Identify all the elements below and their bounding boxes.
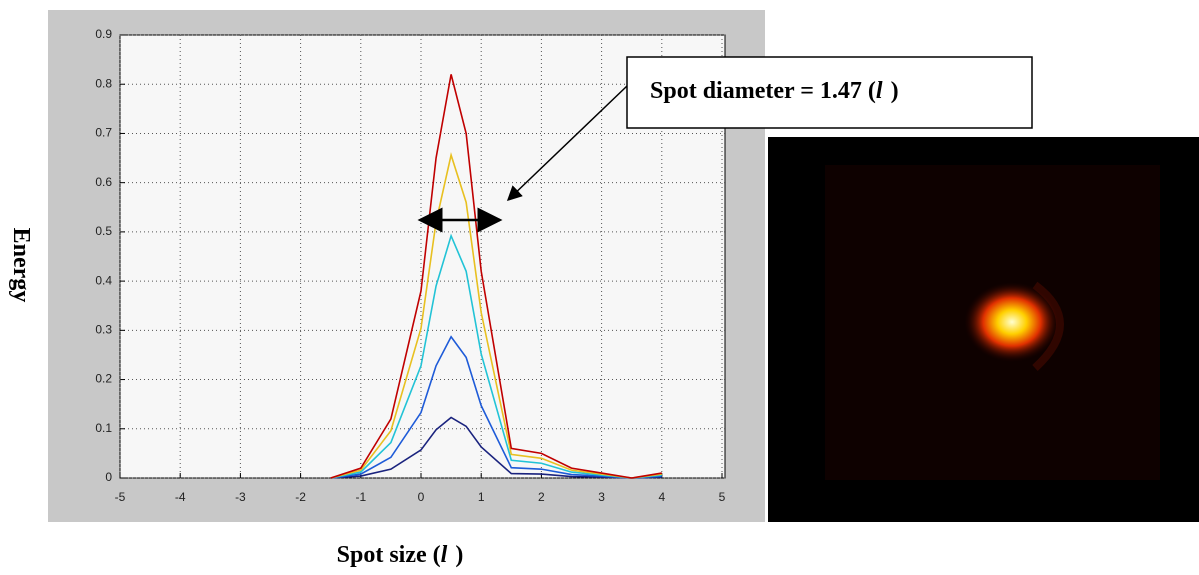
x-tick-label: 2 bbox=[538, 490, 545, 504]
y-tick-label: 0.4 bbox=[95, 273, 112, 287]
x-axis-label: Spot size (l) bbox=[337, 542, 464, 568]
y-tick-label: 0.3 bbox=[95, 323, 112, 337]
y-axis-label: Energy bbox=[8, 228, 34, 303]
y-tick-label: 0.2 bbox=[95, 372, 112, 386]
y-tick-label: 0.8 bbox=[95, 76, 112, 90]
x-label-text: ) bbox=[455, 542, 463, 568]
x-tick-label: 3 bbox=[598, 490, 605, 504]
x-label-text: Spot size ( bbox=[337, 542, 441, 568]
annotation-symbol: l bbox=[876, 78, 883, 104]
x-tick-label: -3 bbox=[235, 490, 246, 504]
y-tick-label: 0.9 bbox=[95, 27, 112, 41]
annotation-text: Spot diameter = 1.47 ( bbox=[650, 78, 876, 104]
x-tick-label: -2 bbox=[295, 490, 306, 504]
y-tick-label: 0 bbox=[105, 470, 112, 484]
x-tick-label: -4 bbox=[175, 490, 186, 504]
x-tick-label: 5 bbox=[719, 490, 726, 504]
y-tick-label: 0.6 bbox=[95, 175, 112, 189]
annotation-text: ) bbox=[891, 78, 899, 104]
x-tick-label: -1 bbox=[355, 490, 366, 504]
x-tick-label: 0 bbox=[418, 490, 425, 504]
y-tick-label: 0.1 bbox=[95, 421, 112, 435]
x-tick-label: 4 bbox=[658, 490, 665, 504]
spot-image bbox=[768, 137, 1199, 522]
x-tick-label: -5 bbox=[115, 490, 126, 504]
figure: 0 0.1 0.2 0.3 0.4 0.5 0.6 0.7 0.8 0.9 -5 -4 -3 -2 -1 0 1… bbox=[0, 0, 1199, 575]
annotation: Spot diameter = 1.47 (l) bbox=[650, 78, 899, 104]
y-tick-label: 0.7 bbox=[95, 126, 112, 140]
y-tick-label: 0.5 bbox=[95, 224, 112, 238]
x-label-symbol: l bbox=[441, 542, 448, 568]
x-tick-label: 1 bbox=[478, 490, 485, 504]
